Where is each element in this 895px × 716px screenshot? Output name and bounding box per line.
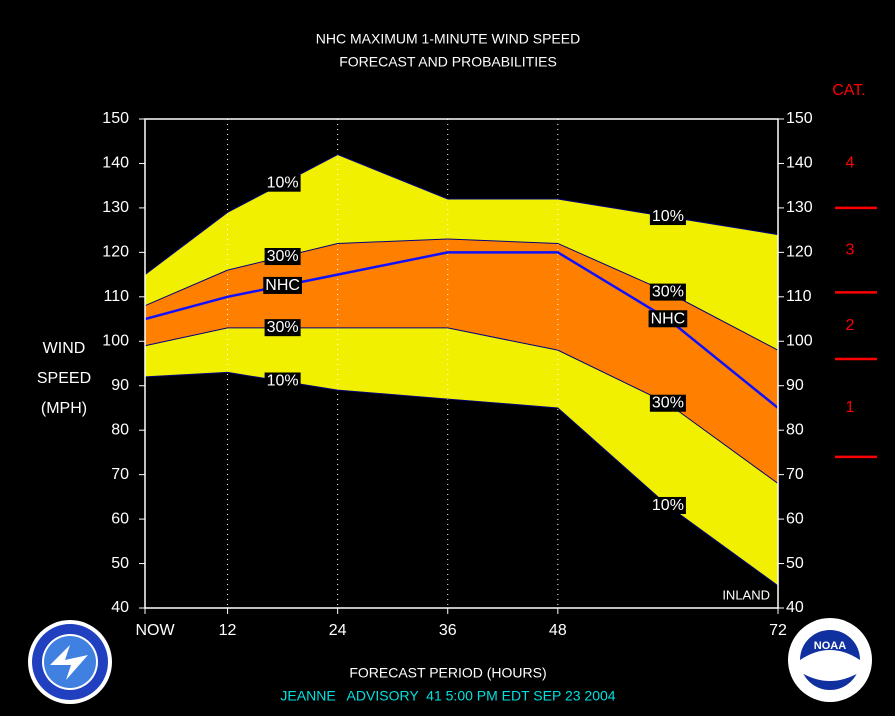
noaa-logo: NOAA (788, 618, 872, 702)
series-label-box (264, 248, 301, 266)
y-tick-label: 140 (102, 155, 129, 172)
y2-tick-label: 100 (786, 332, 813, 349)
y-tick-label: 130 (102, 199, 129, 216)
category-label: 1 (846, 399, 855, 416)
y2-tick-label: 70 (786, 466, 804, 483)
x-tick-label: NOW (135, 622, 175, 639)
series-label: 10% (652, 208, 684, 225)
plot-frame (144, 118, 779, 609)
inner-band (145, 239, 778, 484)
footer: JEANNE ADVISORY 41 5:00 PM EDT SEP 23 20… (280, 688, 615, 704)
series-label-box (648, 310, 688, 328)
category-label: 3 (846, 241, 855, 258)
plot-area: 10% 10% 30% 30% NHC NHC 30% 30% 10% 10% INLAND (139, 118, 784, 614)
y-tick-label: 110 (103, 288, 129, 305)
series-label-box (649, 496, 686, 514)
series-label-box (649, 394, 686, 412)
y-tick-label: 50 (111, 555, 129, 572)
y2-tick-label: 80 (786, 421, 804, 438)
series-label: 30% (652, 284, 684, 301)
y-tick-label: 40 (111, 599, 129, 616)
x-axis-label: FORECAST PERIOD (HOURS) (349, 665, 546, 681)
series-label-box (649, 208, 686, 226)
series-label: NHC (265, 277, 300, 294)
series-label: 30% (267, 319, 299, 336)
y-tick-label: 80 (111, 421, 129, 438)
series-label: 30% (652, 395, 684, 412)
y-tick-label: 90 (111, 377, 129, 394)
y2-tick-label: 50 (786, 555, 804, 572)
annotation: INLAND (722, 587, 770, 602)
y2-tick-label: 60 (786, 510, 804, 527)
y-axis-label: WIND (43, 340, 86, 357)
category-label: 4 (846, 155, 855, 172)
y-tick-label: 150 (102, 110, 129, 127)
y2-tick-label: 130 (786, 199, 813, 216)
y-tick-label: 60 (111, 510, 129, 527)
series-label: 10% (652, 497, 684, 514)
y2-tick-label: 140 (786, 155, 813, 172)
series-label: 10% (267, 373, 299, 390)
category-title: CAT. (832, 82, 865, 99)
y2-tick-label: 90 (786, 377, 804, 394)
noaa-logo-text: NOAA (814, 640, 846, 652)
category-label: 2 (846, 317, 855, 334)
y2-tick-label: 150 (786, 110, 813, 127)
y2-tick-label: 40 (786, 599, 804, 616)
series-label: NHC (651, 310, 686, 327)
series-label-box (264, 319, 301, 337)
x-tick-label: 12 (219, 622, 237, 639)
series-label: 10% (267, 175, 299, 192)
x-tick-label: 36 (439, 622, 457, 639)
chart-subtitle: FORECAST AND PROBABILITIES (339, 54, 557, 70)
x-tick-label: 24 (329, 622, 347, 639)
y-axis-label: (MPH) (41, 400, 87, 417)
series-label-box (264, 174, 301, 192)
series-label-box (649, 283, 686, 301)
x-tick-label: 72 (769, 622, 787, 639)
x-tick-label: 48 (549, 622, 567, 639)
series-label: 30% (267, 248, 299, 265)
y-tick-label: 120 (102, 244, 129, 261)
y2-tick-label: 120 (786, 244, 813, 261)
y-axis-label: SPEED (37, 370, 91, 387)
series-label-box (264, 372, 301, 390)
y-tick-label: 100 (102, 332, 129, 349)
y2-tick-label: 110 (786, 288, 812, 305)
nws-logo (28, 620, 112, 704)
chart-title: NHC MAXIMUM 1-MINUTE WIND SPEED (316, 31, 580, 47)
y-tick-label: 70 (111, 466, 129, 483)
series-label-box (263, 276, 302, 294)
